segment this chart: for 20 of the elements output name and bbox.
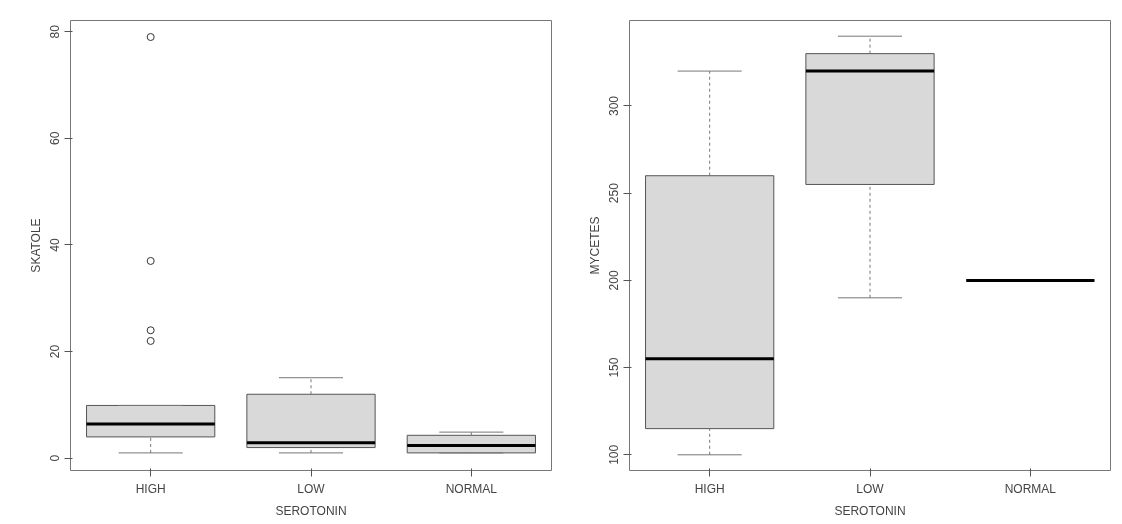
y-tick-label: 100	[607, 444, 622, 465]
y-tick-label: 40	[48, 237, 63, 252]
y-tick-label: 200	[607, 270, 622, 291]
x-axis-title: SEROTONIN	[834, 503, 906, 518]
y-tick-label: 80	[48, 24, 63, 39]
x-tick-label: HIGH	[135, 481, 166, 496]
y-axis-title: MYCETES	[587, 216, 602, 275]
x-tick-label: NORMAL	[1004, 481, 1057, 496]
x-tick-label: LOW	[856, 481, 885, 496]
y-tick-label: 150	[607, 357, 622, 378]
y-tick-label: 60	[48, 131, 63, 146]
y-tick-label: 300	[607, 95, 622, 116]
y-tick-label: 20	[48, 344, 63, 359]
y-tick-label: 0	[48, 454, 63, 462]
y-tick-label: 250	[607, 182, 622, 204]
x-tick-label: HIGH	[694, 481, 725, 496]
x-tick-label: LOW	[297, 481, 326, 496]
y-axis-title: SKATOLE	[28, 218, 43, 273]
x-tick-label: NORMAL	[445, 481, 498, 496]
x-axis-title: SEROTONIN	[275, 503, 347, 518]
